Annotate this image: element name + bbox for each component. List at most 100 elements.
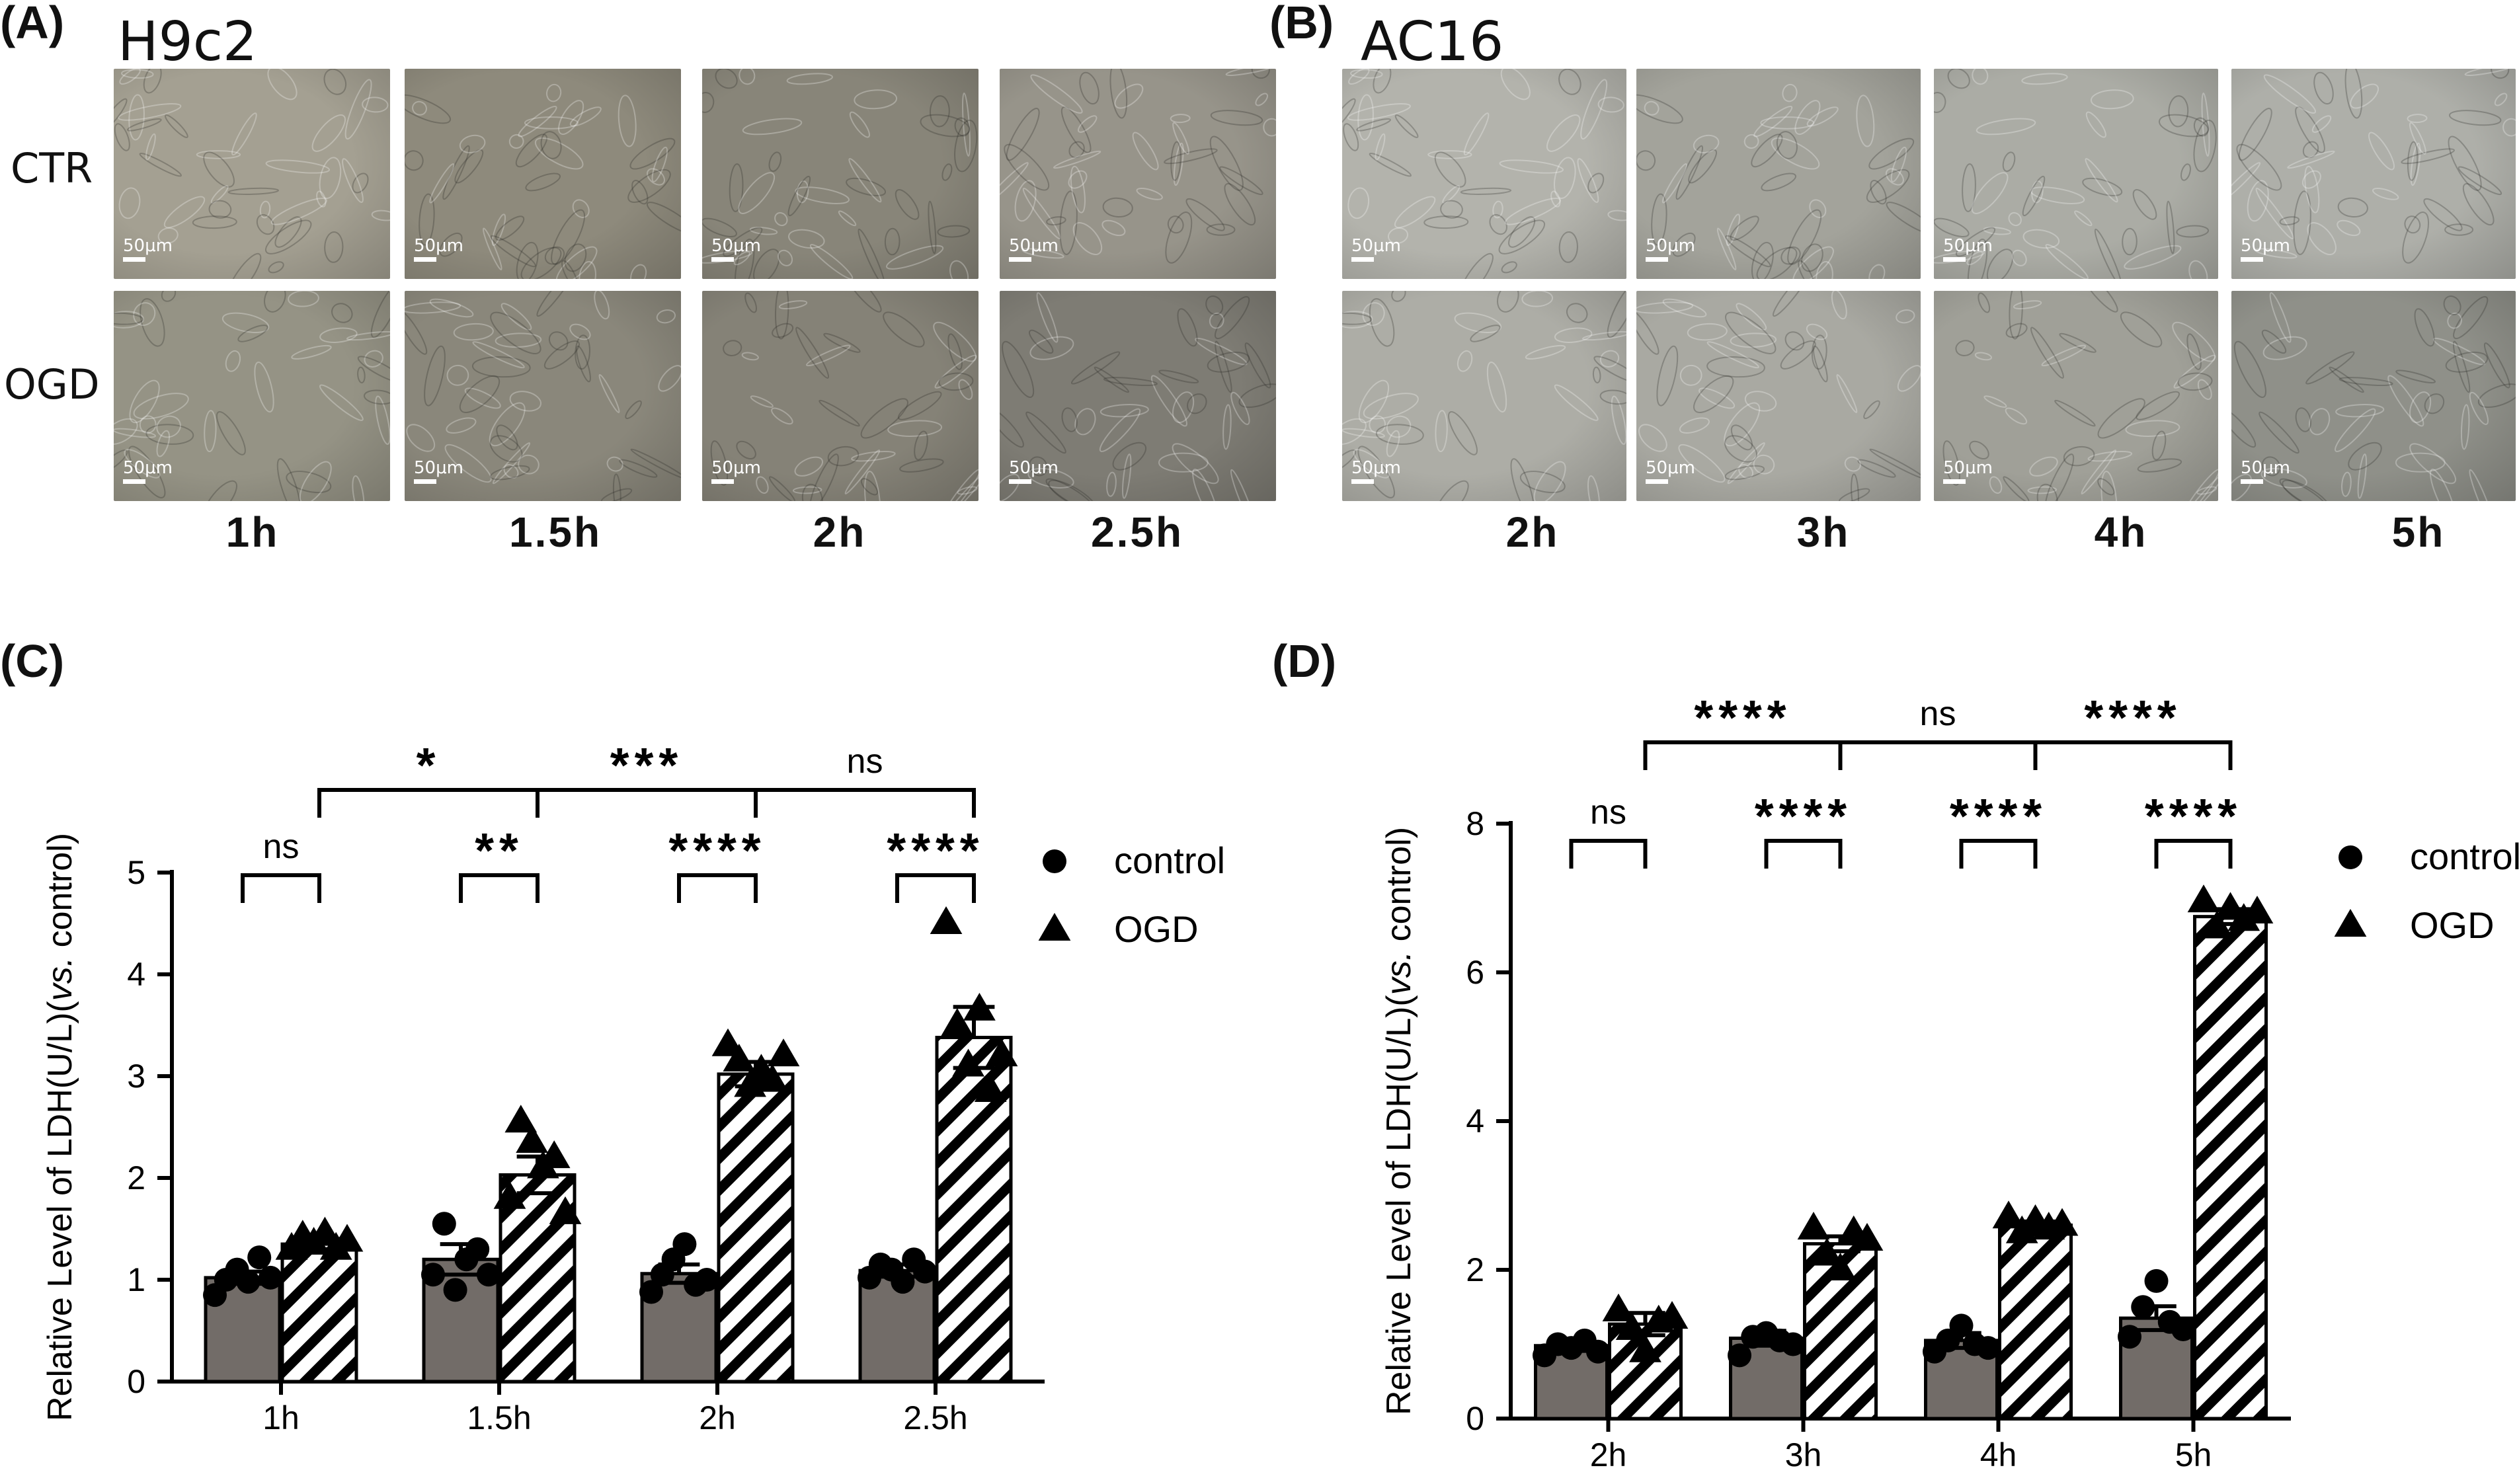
significance-bracket-between [317, 788, 540, 818]
micrograph-a-ctr-1: 50μm [114, 69, 390, 279]
chart-c: 0 1 2 3 4 5 Relative Level of LDH(U/L)(vs. con… [41, 738, 1225, 1436]
point-control [1586, 1339, 1610, 1364]
point-ogd [985, 1038, 1018, 1067]
scale-bar-label: 50μm [1009, 458, 1059, 478]
scale-bar: 50μm [1646, 459, 1695, 484]
point-control [695, 1268, 719, 1292]
micrograph-b-ctr-1: 50μm [1342, 69, 1626, 279]
x-tick-label: 3h [1785, 1436, 1822, 1473]
scale-bar: 50μm [1009, 237, 1059, 262]
micrograph-b-ctr-4: 50μm [2231, 69, 2516, 279]
y-tick-label: 1 [127, 1261, 145, 1298]
point-control [2144, 1269, 2169, 1293]
y-tick-label: 4 [1466, 1103, 1484, 1140]
micrograph-b-ogd-4: 50μm [2231, 291, 2516, 501]
micrograph-a-ogd-1: 50μm [114, 291, 390, 501]
legend-marker-control [1043, 849, 1066, 873]
significance-bracket-within [241, 873, 321, 903]
point-ogd [1992, 1200, 2025, 1229]
x-tick-label: 4h [1980, 1436, 2017, 1473]
point-ogd [723, 1043, 756, 1072]
point-ogd [952, 1048, 984, 1077]
significance-bracket-within [2154, 839, 2233, 869]
micrograph-b-ogd-2: 50μm [1636, 291, 1921, 501]
time-label-a-1: 1h [225, 508, 280, 556]
significance-bracket-within [677, 873, 758, 903]
significance-bracket-within-label: ** [475, 823, 524, 878]
significance-bracket-between-label: ns [1920, 695, 1956, 733]
time-label-b-4: 5h [2391, 508, 2446, 556]
point-control [1976, 1336, 2000, 1360]
scale-bar: 50μm [1646, 237, 1695, 262]
point-ogd [2187, 884, 2220, 913]
x-tick-label: 2h [1590, 1436, 1627, 1473]
significance-bracket-within-label: ns [263, 828, 300, 866]
point-ogd [941, 1007, 974, 1036]
scale-bar: 50μm [1943, 237, 1993, 262]
y-tick-label: 0 [1466, 1400, 1484, 1437]
scale-bar: 50μm [123, 237, 173, 262]
scale-bar: 50μm [711, 237, 761, 262]
time-label-b-1: 2h [1505, 508, 1560, 556]
point-control [421, 1263, 445, 1287]
point-ogd [963, 992, 996, 1021]
point-ogd [1810, 1237, 1843, 1266]
scale-bar-label: 50μm [1351, 458, 1401, 478]
point-control [236, 1270, 260, 1294]
point-ogd [1797, 1212, 1830, 1240]
point-control [477, 1263, 500, 1287]
y-tick-label: 2 [1466, 1251, 1484, 1288]
scale-bar: 50μm [1351, 237, 1401, 262]
legend-label-ogd: OGD [2410, 904, 2495, 946]
scale-bar-label: 50μm [1009, 236, 1059, 256]
point-ogd [493, 1181, 526, 1209]
y-axis-label: Relative Level of LDH(U/L)(vs. control) [41, 833, 79, 1421]
point-control [247, 1245, 272, 1270]
point-ogd [1602, 1293, 1635, 1321]
point-control [465, 1237, 490, 1261]
significance-bracket-within-label: **** [1755, 789, 1852, 843]
time-label-a-4: 2.5h [1090, 508, 1184, 556]
micrograph-b-ctr-2: 50μm [1636, 69, 1921, 279]
y-tick-label: 6 [1466, 954, 1484, 991]
scale-bar-label: 50μm [1646, 458, 1695, 478]
micrograph-a-ogd-3: 50μm [702, 291, 979, 501]
point-control [672, 1232, 697, 1257]
x-tick-label: 1h [262, 1399, 300, 1436]
scale-bar-label: 50μm [2241, 236, 2290, 256]
scale-bar-label: 50μm [1646, 236, 1695, 256]
scale-bar: 50μm [123, 459, 173, 484]
scale-bar: 50μm [1943, 459, 1993, 484]
x-tick-label: 2h [699, 1399, 736, 1436]
point-ogd [538, 1140, 571, 1169]
y-tick-label: 5 [127, 854, 145, 891]
scale-bar: 50μm [1351, 459, 1401, 484]
bar-ogd-1h [280, 1242, 358, 1384]
point-ogd [331, 1224, 364, 1252]
time-label-a-3: 2h [813, 508, 867, 556]
scale-bar-label: 50μm [1943, 236, 1993, 256]
significance-bracket-within-label: **** [1950, 789, 2047, 843]
scale-bar-label: 50μm [123, 458, 173, 478]
significance-bracket-between-label: *** [610, 738, 683, 793]
point-control [1949, 1313, 1974, 1338]
bar-ogd-2h [717, 1072, 795, 1384]
point-control [1728, 1343, 1751, 1368]
micrograph-a-ctr-3: 50μm [702, 69, 979, 279]
chart-d: 0 2 4 6 8 Relative Level of LDH(U/L)(vs. cont… [1380, 694, 2519, 1473]
micrograph-a-ogd-2: 50μm [405, 291, 681, 501]
micrograph-a-ctr-4: 50μm [1000, 69, 1276, 279]
legend-label-control: control [2410, 836, 2519, 877]
scale-bar: 50μm [414, 459, 463, 484]
scale-bar-label: 50μm [1351, 236, 1401, 256]
significance-bracket-between-label: ns [847, 742, 883, 781]
point-ogd [930, 906, 963, 934]
scale-bar: 50μm [711, 459, 761, 484]
legend-marker-ogd [2334, 908, 2367, 937]
significance-bracket-between-label: * [417, 738, 441, 793]
significance-bracket-within [1764, 839, 1843, 869]
scale-bar: 50μm [414, 237, 463, 262]
significance-bracket-within [459, 873, 540, 903]
point-control [432, 1212, 456, 1236]
legend-marker-ogd [1038, 912, 1071, 941]
